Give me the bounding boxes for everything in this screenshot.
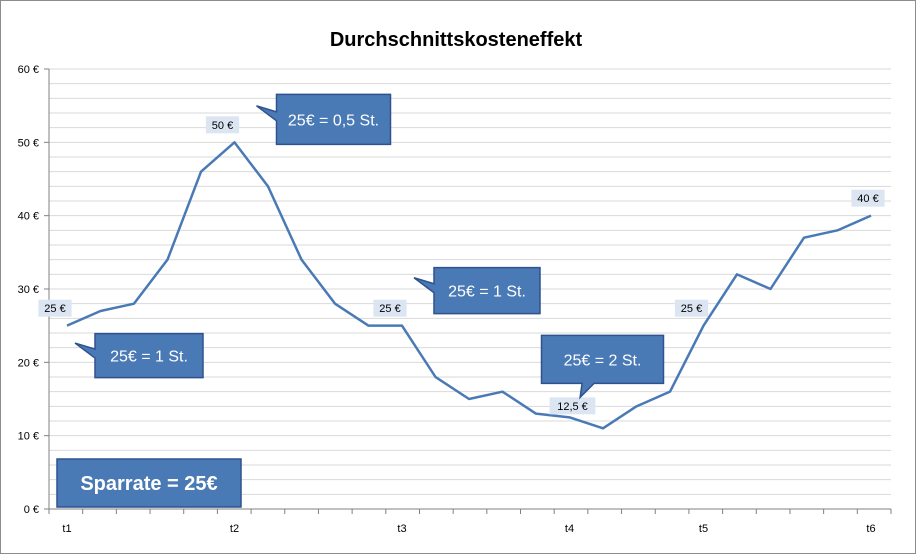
callout-text: 25€ = 1 St. bbox=[110, 349, 188, 366]
callouts: 25€ = 1 St. 25€ = 0,5 St. 25€ = 1 St. 25€ =… bbox=[74, 93, 665, 400]
x-tick-label: t6 bbox=[866, 523, 875, 535]
y-tick-label: 40 € bbox=[18, 211, 39, 223]
data-label-bg bbox=[373, 299, 407, 317]
x-tick-label: t2 bbox=[230, 523, 239, 535]
x-tick-label: t3 bbox=[397, 523, 406, 535]
data-label-bg bbox=[38, 299, 72, 317]
data-label-bg bbox=[205, 116, 240, 134]
data-label-text: 50 € bbox=[212, 120, 233, 132]
data-label-text: 40 € bbox=[857, 193, 878, 205]
y-tick-label: 0 € bbox=[24, 504, 39, 516]
data-labels: 25 € 50 € 25 € 12,5 € 25 € 40 € bbox=[38, 116, 885, 415]
data-label-bg bbox=[851, 189, 885, 207]
data-label-bg bbox=[674, 299, 709, 317]
series-line bbox=[66, 141, 872, 430]
sparrate-box-bg bbox=[56, 458, 242, 508]
x-tick-label: t1 bbox=[62, 523, 71, 535]
data-label: 25 € bbox=[373, 299, 407, 317]
y-tick-label: 20 € bbox=[18, 357, 39, 369]
callout: 25€ = 2 St. bbox=[540, 334, 665, 400]
data-label: 25 € bbox=[38, 299, 72, 317]
sparrate-label: Sparrate = 25€ bbox=[80, 473, 217, 495]
y-tick-label: 60 € bbox=[18, 64, 39, 76]
data-label: 40 € bbox=[851, 189, 885, 207]
data-label: 25 € bbox=[674, 299, 709, 317]
callout-shape bbox=[256, 93, 392, 146]
callout-text: 25€ = 0,5 St. bbox=[288, 112, 379, 129]
data-label-text: 12,5 € bbox=[557, 401, 588, 413]
data-label-text: 25 € bbox=[379, 303, 400, 315]
callout-text: 25€ = 1 St. bbox=[448, 284, 526, 301]
y-tick-label: 30 € bbox=[18, 284, 39, 296]
callout-text: 25€ = 2 St. bbox=[564, 352, 642, 369]
x-tick-label: t5 bbox=[699, 523, 708, 535]
axes bbox=[44, 68, 892, 514]
x-tick-label: t4 bbox=[565, 523, 574, 535]
callout-shape bbox=[540, 334, 665, 400]
y-axis-tick-labels: 0 € 10 € 20 € 30 € 40 € 50 € 60 € bbox=[18, 64, 39, 516]
y-tick-label: 50 € bbox=[18, 137, 39, 149]
x-axis-tick-labels: t1 t2 t3 t4 t5 t6 bbox=[62, 523, 875, 535]
y-tick-label: 10 € bbox=[18, 431, 39, 443]
callout: 25€ = 1 St. bbox=[413, 266, 541, 315]
data-label: 50 € bbox=[205, 116, 240, 134]
data-label-text: 25 € bbox=[681, 303, 702, 315]
callout: 25€ = 1 St. bbox=[74, 332, 204, 379]
data-label-bg bbox=[549, 397, 596, 415]
sparrate-box: Sparrate = 25€ bbox=[56, 458, 242, 508]
data-label: 12,5 € bbox=[549, 397, 596, 415]
callout-shape bbox=[413, 266, 541, 315]
data-label-text: 25 € bbox=[44, 303, 65, 315]
chart-title: Durchschnittskosteneffekt bbox=[330, 29, 583, 51]
callout-shape bbox=[74, 332, 204, 379]
callout: 25€ = 0,5 St. bbox=[256, 93, 392, 146]
series-layer bbox=[66, 141, 872, 430]
